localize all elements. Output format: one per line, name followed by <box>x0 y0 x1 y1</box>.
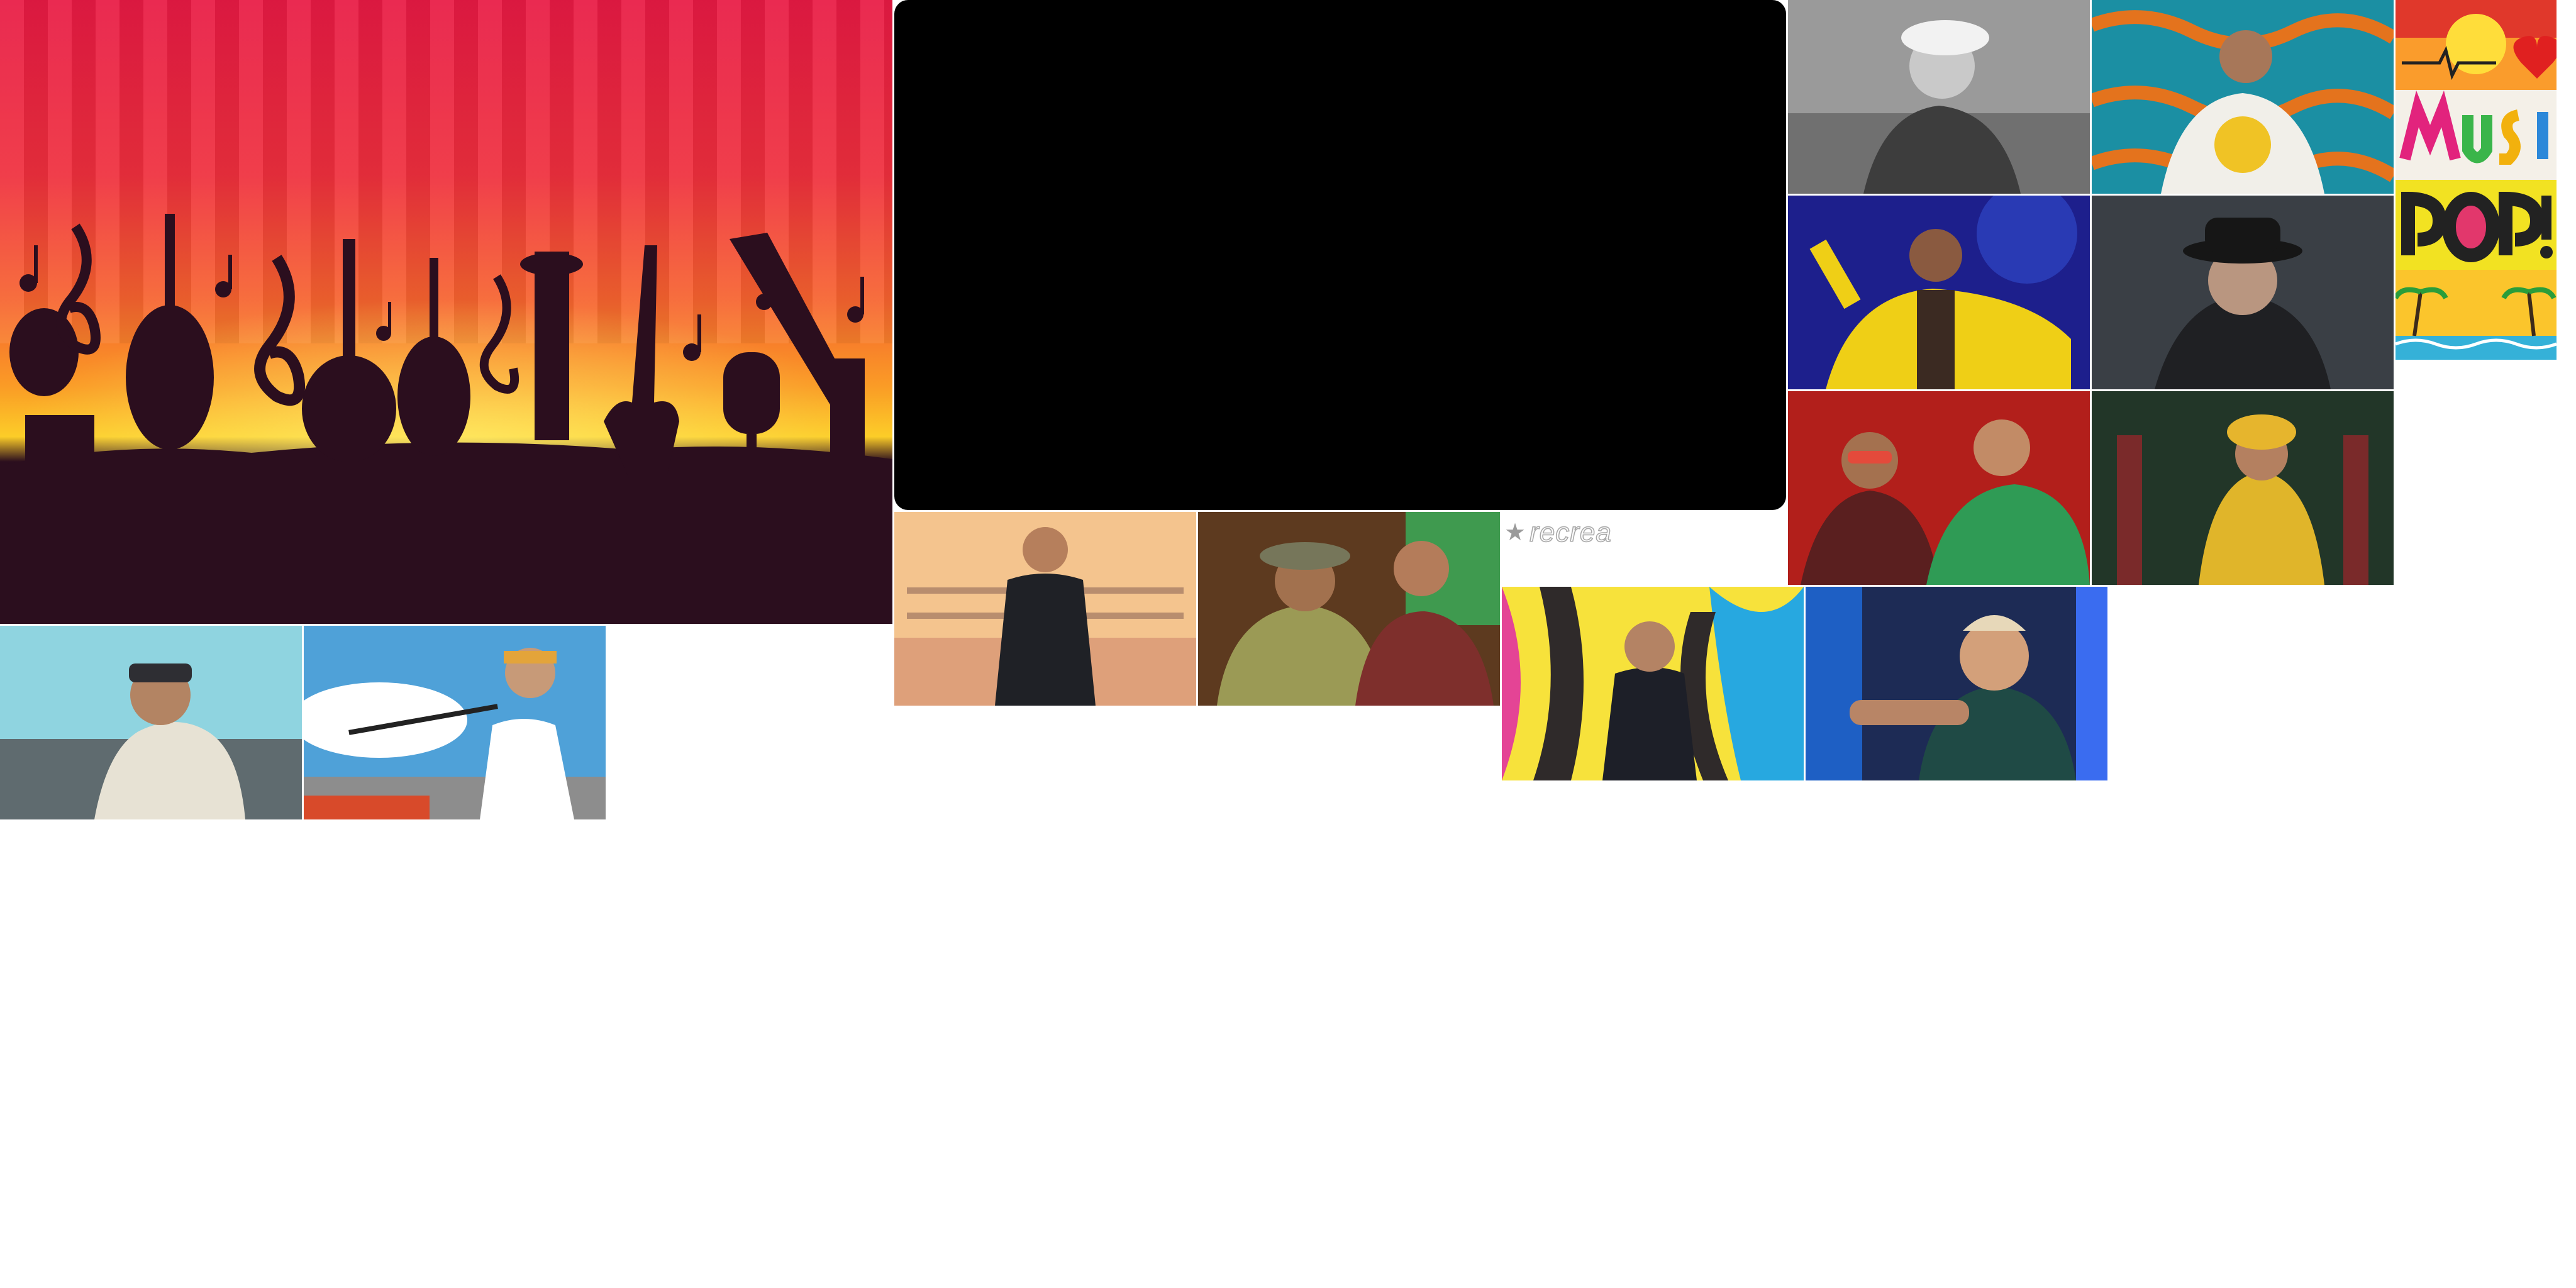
artist-thumbnail-graffiti[interactable] <box>1502 587 1804 780</box>
artist-thumbnail-desert-vest[interactable] <box>894 512 1196 706</box>
artist-thumbnail-yellow-suit[interactable] <box>1788 196 2090 389</box>
artist-thumbnail-bandana[interactable] <box>304 626 606 819</box>
music-instruments-silhouette-icon <box>0 214 892 624</box>
artist-thumbnail-duo-bar[interactable] <box>1198 512 1500 706</box>
artist-thumbnail-duo-red[interactable] <box>1788 391 2090 585</box>
artist-thumbnail-smiley-hoodie[interactable] <box>2092 0 2394 194</box>
video-player[interactable] <box>894 0 1786 510</box>
sticker-beach[interactable] <box>2396 270 2557 360</box>
star-icon: ★ <box>1504 519 1526 546</box>
artist-thumbnail-white-cap[interactable] <box>1788 0 2090 194</box>
sticker-music-heart[interactable] <box>2396 0 2557 90</box>
artist-thumbnail-yellow-dress[interactable] <box>2092 391 2394 585</box>
artist-thumbnail-black-hat[interactable] <box>2092 196 2394 389</box>
sticker-music-text[interactable] <box>2396 90 2557 180</box>
hero-music-banner[interactable] <box>0 0 892 624</box>
artist-thumbnail-neon-room[interactable] <box>1806 587 2107 780</box>
artist-thumbnail-wheelchair[interactable] <box>0 626 302 819</box>
recrea-logo[interactable]: ★ recrea <box>1504 517 1612 548</box>
sticker-pop[interactable] <box>2396 180 2557 270</box>
logo-text: recrea <box>1529 517 1612 548</box>
